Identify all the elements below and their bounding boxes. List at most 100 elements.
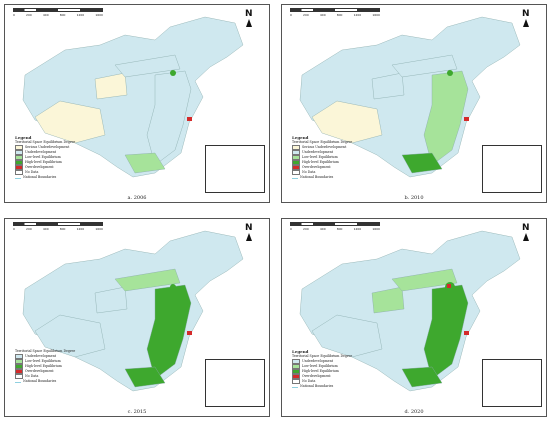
inset-map-icon [205, 145, 265, 193]
north-label: N [522, 9, 530, 19]
region-beijing [170, 284, 176, 290]
legend-item: No Data [15, 170, 75, 175]
legend-item: Overdevelopment [292, 374, 352, 379]
swatch-icon [292, 145, 300, 150]
region-beijing [170, 70, 176, 76]
legend-item: Underdevelopment [15, 150, 75, 155]
legend-item: Low-level Equilibrium [15, 359, 75, 364]
scale-bar-icon [13, 222, 103, 226]
legend: Legend Territorial Space Equilibrium Deg… [15, 135, 75, 180]
panel-caption: b. 2010 [404, 195, 424, 201]
swatch-icon [15, 369, 23, 374]
region-inner-mongolia [114, 268, 181, 292]
scale-bar-icon [290, 222, 380, 226]
scale-tick: 1200 [76, 13, 85, 17]
swatch-icon [15, 150, 23, 155]
region-inner-mongolia [391, 268, 458, 292]
region-shanghai [464, 117, 469, 121]
china-map [299, 16, 521, 178]
region-south [124, 366, 166, 388]
region-south [401, 152, 443, 174]
north-arrow-icon: N [245, 223, 253, 241]
region-inner-mongolia [114, 54, 181, 78]
swatch-icon [292, 386, 298, 388]
region-qinghai [94, 72, 128, 100]
scale-bar: 0 200 400 800 1200 1600 [13, 222, 103, 231]
scale-bar: 0 200 400 800 1200 1600 [13, 8, 103, 17]
scale-tick: 1600 [372, 227, 380, 231]
scale-tick: 400 [319, 13, 326, 17]
legend-item: Low-level Equilibrium [15, 155, 75, 160]
legend-item: High-level Equilibrium [15, 160, 75, 165]
swatch-icon [292, 369, 300, 374]
legend-item: National Boundaries [15, 379, 75, 384]
swatch-icon [15, 177, 21, 179]
legend-item: High-level Equilibrium [292, 369, 352, 374]
scale-tick: 1200 [76, 227, 85, 231]
scale-tick: 1600 [372, 13, 380, 17]
swatch-icon [15, 165, 23, 170]
legend-title: Legend [15, 135, 32, 140]
scale-tick: 400 [319, 227, 326, 231]
legend: Legend Territorial Space Equilibrium Deg… [292, 135, 352, 180]
scale-tick: 1200 [353, 227, 362, 231]
legend-item: Underdevelopment [292, 359, 352, 364]
region-east [146, 70, 192, 166]
scale-tick: 400 [42, 13, 49, 17]
scale-tick: 0 [13, 227, 15, 231]
map-panel-2020: 0 200 400 800 1200 1600 N Legend Territo… [281, 218, 547, 417]
swatch-icon [292, 150, 300, 155]
legend-item: Low-level Equilibrium [292, 364, 352, 369]
swatch-icon [15, 170, 23, 175]
region-tibet [34, 100, 106, 144]
legend-item: Underdevelopment [15, 354, 75, 359]
legend-item: No Data [15, 374, 75, 379]
scale-bar: 0 200 400 800 1200 1600 [290, 222, 380, 231]
scale-tick: 1600 [95, 13, 103, 17]
region-south [124, 152, 166, 174]
swatch-icon [292, 155, 300, 160]
scale-tick: 400 [42, 227, 49, 231]
legend-item: Low-level Equilibrium [292, 155, 352, 160]
scale-bar-icon [13, 8, 103, 12]
scale-tick: 800 [59, 227, 66, 231]
swatch-icon [15, 364, 23, 369]
scale-tick: 200 [303, 227, 309, 231]
inset-map-icon [205, 359, 265, 407]
swatch-icon [15, 374, 23, 379]
north-arrow-icon: N [522, 9, 530, 27]
legend-item: Overdevelopment [292, 165, 352, 170]
swatch-icon [292, 165, 300, 170]
panel-caption: c. 2015 [127, 409, 147, 415]
legend-subtitle: Territorial Space Equilibrium Degree [292, 354, 353, 358]
north-arrow-icon: N [245, 9, 253, 27]
china-map [299, 230, 521, 392]
region-south [401, 366, 443, 388]
north-arrow-icon: N [522, 223, 530, 241]
region-qinghai [371, 286, 405, 314]
china-map [22, 16, 244, 178]
region-inner-mongolia [391, 54, 458, 78]
region-tibet [311, 100, 383, 144]
region-east [423, 284, 469, 380]
swatch-icon [15, 145, 23, 150]
map-2015 [22, 230, 244, 392]
map-2006 [22, 16, 244, 178]
swatch-icon [292, 177, 298, 179]
scale-tick: 0 [13, 13, 15, 17]
swatch-icon [15, 354, 23, 359]
legend-subtitle: Territorial Space Equilibrium Degree [15, 140, 76, 144]
region-shanghai [187, 331, 192, 335]
scale-tick: 200 [26, 227, 32, 231]
legend: Territorial Space Equilibrium Degree Und… [15, 349, 75, 384]
legend-subtitle: Territorial Space Equilibrium Degree [292, 140, 353, 144]
region-tibet [311, 314, 383, 358]
legend-item: Serious Underdevelopment [15, 145, 75, 150]
panel-caption: d. 2020 [404, 409, 424, 415]
scale-bar-icon [290, 8, 380, 12]
swatch-icon [15, 155, 23, 160]
legend-item: Overdevelopment [15, 369, 75, 374]
legend-item: National Boundaries [292, 175, 352, 180]
scale-bar: 0 200 400 800 1200 1600 [290, 8, 380, 17]
swatch-icon [292, 160, 300, 165]
